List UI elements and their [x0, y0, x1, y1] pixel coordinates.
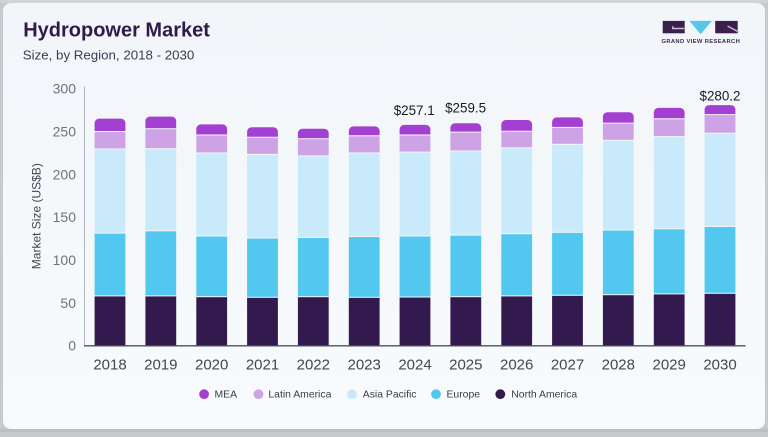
svg-text:250: 250 — [53, 123, 77, 139]
svg-text:GRAND VIEW RESEARCH: GRAND VIEW RESEARCH — [661, 39, 740, 45]
svg-text:200: 200 — [53, 166, 77, 182]
svg-text:50: 50 — [60, 295, 76, 311]
svg-text:2021: 2021 — [246, 356, 279, 373]
svg-text:150: 150 — [53, 209, 77, 225]
svg-text:North America: North America — [511, 390, 577, 401]
svg-text:2030: 2030 — [703, 356, 736, 373]
svg-text:2018: 2018 — [93, 356, 126, 373]
svg-text:$257.1: $257.1 — [394, 103, 435, 118]
svg-text:2022: 2022 — [297, 356, 330, 373]
svg-text:Size, by Region, 2018 - 2030: Size, by Region, 2018 - 2030 — [23, 48, 195, 63]
svg-text:Latin America: Latin America — [268, 390, 331, 401]
svg-text:2028: 2028 — [602, 356, 635, 373]
svg-text:Europe: Europe — [447, 390, 481, 401]
svg-text:Asia Pacific: Asia Pacific — [363, 390, 417, 401]
svg-text:2023: 2023 — [348, 356, 381, 373]
svg-text:$280.2: $280.2 — [700, 88, 741, 103]
svg-text:2019: 2019 — [144, 356, 177, 373]
svg-text:2025: 2025 — [449, 356, 482, 373]
svg-text:2024: 2024 — [398, 356, 431, 373]
svg-text:2029: 2029 — [653, 356, 686, 373]
svg-text:0: 0 — [68, 338, 76, 354]
svg-text:2026: 2026 — [500, 356, 533, 373]
svg-text:Market Size (US$B): Market Size (US$B) — [30, 163, 44, 269]
svg-text:300: 300 — [53, 81, 77, 97]
svg-text:$259.5: $259.5 — [445, 101, 486, 116]
svg-text:MEA: MEA — [215, 390, 238, 401]
svg-text:2027: 2027 — [551, 356, 584, 373]
svg-text:Hydropower Market: Hydropower Market — [23, 20, 210, 42]
svg-text:2020: 2020 — [195, 356, 228, 373]
svg-text:100: 100 — [53, 252, 77, 268]
